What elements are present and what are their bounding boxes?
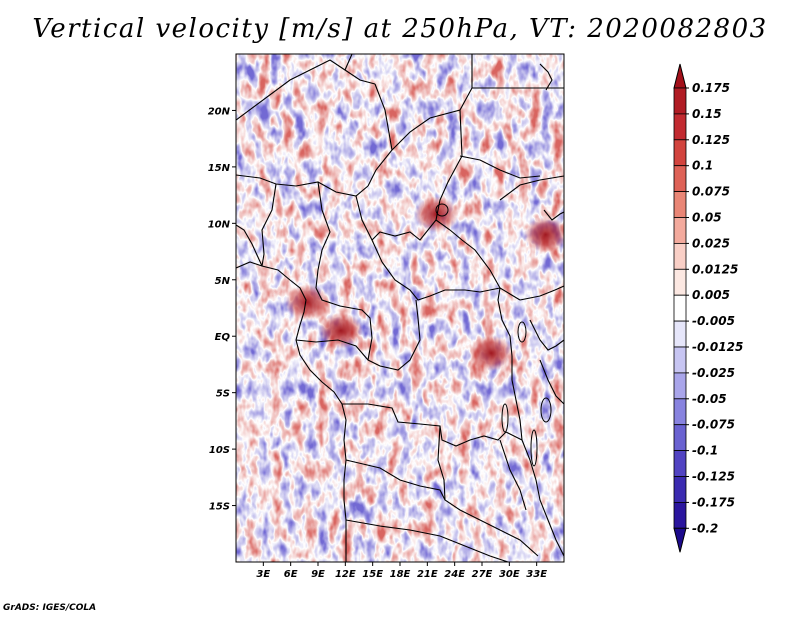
colorbar-label: 0.075: [692, 185, 730, 199]
colorbar-swatch: [673, 191, 687, 218]
colorbar-label: 0.175: [692, 81, 730, 95]
lat-tick-label: 15N: [208, 163, 231, 174]
lat-tick-label: 5N: [215, 276, 231, 287]
lon-tick-label: 12E: [335, 569, 356, 580]
colorbar-label: -0.0125: [692, 340, 743, 354]
colorbar-label: -0.025: [692, 366, 735, 380]
chart-title: Vertical velocity [m/s] at 250hPa, VT: 2…: [32, 14, 768, 44]
colorbar-label: 0.0125: [692, 262, 738, 276]
colorbar-swatch: [673, 424, 687, 452]
colorbar-swatch: [673, 242, 687, 270]
lon-tick-label: 24E: [444, 569, 465, 580]
velocity-shading: [236, 54, 564, 562]
colorbar: 0.175 0.15 0.125 0.1 0.075 0.05 0.025 0.0125 0.0…: [673, 63, 743, 553]
lon-tick-label: 30E: [499, 569, 520, 580]
lat-tick-label: 10S: [209, 445, 230, 456]
lat-tick-label: 20N: [208, 106, 231, 117]
lon-tick-label: 9E: [311, 569, 325, 580]
ascent-hotspot: [318, 312, 363, 349]
lakes: [435, 203, 552, 467]
colorbar-swatch: [673, 217, 687, 244]
colorbar-swatch: [673, 501, 687, 529]
grads-credit: GrADS: IGES/COLA: [3, 603, 97, 613]
lat-tick-label: EQ: [215, 332, 231, 343]
lat-tick-label: 10N: [208, 219, 231, 230]
colorbar-swatch: [673, 113, 687, 141]
colorbar-swatch: [673, 320, 687, 348]
colorbar-label: 0.05: [692, 211, 722, 225]
lon-tick-label: 21E: [417, 569, 438, 580]
colorbar-label: 0.1: [692, 159, 713, 173]
vertical-velocity-field: [236, 54, 564, 562]
colorbar-label: -0.05: [692, 392, 727, 406]
colorbar-bottom-arrow: [673, 527, 687, 553]
colorbar-label: 0.005: [692, 288, 730, 302]
colorbar-swatch: [673, 372, 687, 400]
colorbar-top-arrow: [673, 63, 687, 89]
ascent-hotspot: [285, 284, 330, 321]
colorbar-label: 0.025: [692, 236, 730, 250]
colorbar-swatch: [673, 87, 687, 115]
colorbar-swatch: [673, 294, 687, 322]
lon-tick-label: 6E: [284, 569, 298, 580]
colorbar-swatch: [673, 450, 687, 477]
latitude-axis: 20N 15N 10N 5N EQ 5S 10S 15S: [208, 106, 236, 513]
colorbar-label: -0.175: [692, 495, 735, 509]
colorbar-label: -0.075: [692, 418, 735, 432]
lon-tick-label: 3E: [256, 569, 270, 580]
colorbar-label: -0.2: [692, 521, 718, 535]
lon-tick-label: 18E: [390, 569, 411, 580]
strong-ascent-layer: [285, 196, 564, 372]
colorbar-swatch: [673, 165, 687, 192]
ascent-hotspot: [523, 216, 564, 253]
lon-tick-label: 15E: [362, 569, 383, 580]
colorbar-swatch: [673, 346, 687, 374]
ascent-hotspot: [469, 335, 514, 372]
lat-tick-label: 5S: [216, 389, 230, 400]
lon-tick-label: 27E: [472, 569, 493, 580]
ascent-hotspot: [414, 196, 459, 233]
longitude-axis: 3E 6E 9E 12E 15E 18E 21E 24E 27E 30E 33E: [256, 562, 547, 580]
colorbar-swatch: [673, 139, 687, 167]
lat-tick-label: 15S: [209, 502, 230, 513]
colorbar-swatch: [673, 268, 687, 296]
lon-tick-label: 33E: [526, 569, 547, 580]
colorbar-swatch: [673, 476, 687, 503]
country-borders: [236, 54, 564, 562]
colorbar-label: 0.125: [692, 133, 730, 147]
colorbar-swatch: [673, 398, 687, 426]
colorbar-label: -0.125: [692, 470, 735, 484]
colorbar-label: -0.1: [692, 444, 718, 458]
colorbar-label: 0.15: [692, 107, 722, 121]
colorbar-label: -0.005: [692, 314, 735, 328]
